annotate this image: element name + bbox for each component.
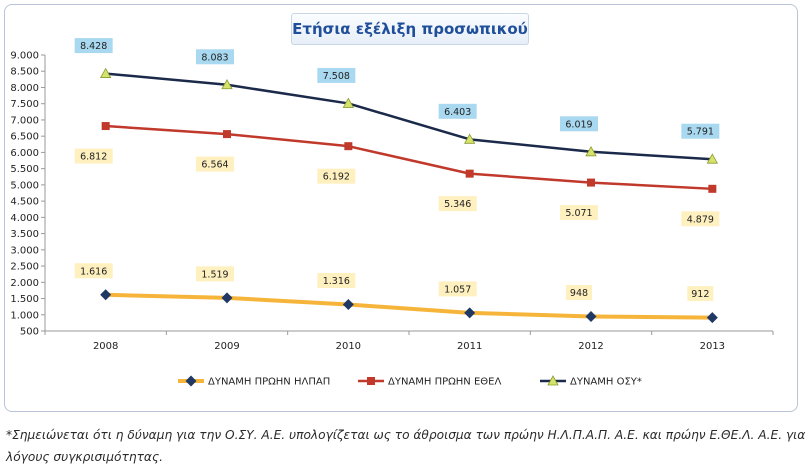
data-point-ilpap <box>100 289 112 301</box>
data-label-osy: 5.791 <box>687 127 714 138</box>
data-label-osy: 6.403 <box>444 107 471 118</box>
data-label-ethel: 6.812 <box>80 152 107 163</box>
y-tick-label: 3.000 <box>10 245 39 256</box>
data-label-ethel: 5.346 <box>444 199 471 210</box>
data-label-bg-ethel <box>196 156 234 172</box>
legend-marker-ethel <box>367 377 375 385</box>
data-point-ilpap <box>342 299 354 311</box>
data-label-bg-osy <box>317 67 356 83</box>
y-tick-label: 7.500 <box>10 99 39 110</box>
data-label-bg-osy <box>74 38 113 54</box>
data-point-ethel <box>344 142 353 151</box>
data-label-bg-osy <box>560 116 598 132</box>
x-tick-label: 2011 <box>457 341 482 352</box>
data-label-bg-osy <box>196 49 234 65</box>
line-chart: 500 1.000 1.500 2.000 2.500 3.000 3.500 4.000 4.… <box>10 38 774 388</box>
data-label-ilpap: 948 <box>570 288 588 299</box>
data-point-osy <box>342 97 355 108</box>
legend-label-osy: ΔΥΝΑΜΗ ΟΣΥ* <box>570 377 642 388</box>
data-label-osy: 6.019 <box>565 119 592 130</box>
footnote: *Σημειώνεται ότι η δύναμη για την Ο.ΣΥ. … <box>6 428 806 464</box>
y-tick-label: 9.000 <box>10 51 39 62</box>
data-point-ethel <box>223 130 231 139</box>
data-label-bg-ilpap <box>196 266 234 282</box>
data-label-ilpap: 1.057 <box>444 284 471 295</box>
y-tick-label: 1.000 <box>10 310 39 321</box>
data-label-bg-ethel <box>560 205 598 221</box>
data-label-bg-osy <box>438 103 477 119</box>
data-point-ethel <box>101 122 110 131</box>
y-tick-label: 7.000 <box>10 115 39 126</box>
x-tick-label: 2009 <box>214 341 239 352</box>
data-point-osy <box>706 153 719 164</box>
data-point-ilpap <box>221 292 233 304</box>
y-tick-label: 8.000 <box>10 83 39 94</box>
data-label-bg-ethel <box>317 168 356 184</box>
data-point-ethel <box>465 169 474 178</box>
y-tick-label: 5.000 <box>10 180 39 191</box>
legend-label-ilpap: ΔΥΝΑΜΗ ΠΡΩΗΝ ΗΛΠΑΠ <box>208 377 330 388</box>
data-label-osy: 8.083 <box>201 52 228 63</box>
y-tick-label: 5.500 <box>10 164 39 175</box>
series-line-osy <box>105 72 713 161</box>
y-tick-label: 2.500 <box>10 262 39 273</box>
x-tick-label: 2010 <box>336 341 361 352</box>
legend-marker-osy <box>547 375 559 386</box>
data-point-osy <box>585 145 597 157</box>
data-label-osy: 8.428 <box>80 41 107 52</box>
data-point-ilpap <box>585 310 597 322</box>
data-label-bg-osy <box>681 123 720 139</box>
y-tick-label: 4.000 <box>10 213 39 224</box>
chart-title: Ετήσια εξέλιξη προσωπικού <box>291 13 529 45</box>
data-label-bg-ilpap <box>438 281 477 297</box>
data-label-ilpap: 1.616 <box>80 266 107 277</box>
y-tick-label: 500 <box>20 327 39 338</box>
x-tick-label: 2013 <box>700 341 725 352</box>
data-label-ethel: 6.564 <box>201 160 228 171</box>
legend-marker-ilpap <box>185 375 197 387</box>
y-tick-label: 3.500 <box>10 229 39 240</box>
data-point-ilpap <box>706 312 718 324</box>
legend-label-ethel: ΔΥΝΑΜΗ ΠΡΩΗΝ ΕΘΕΛ <box>388 377 501 388</box>
y-tick-label: 1.500 <box>10 294 39 305</box>
series-line-ethel <box>105 124 713 191</box>
y-tick-label: 6.000 <box>10 148 39 159</box>
data-label-ethel: 6.192 <box>323 172 350 183</box>
y-tick-label: 2.000 <box>10 278 39 289</box>
data-label-bg-ethel <box>438 196 477 212</box>
data-point-ilpap <box>464 307 476 319</box>
data-point-ethel <box>587 178 595 187</box>
x-tick-label: 2012 <box>578 341 603 352</box>
x-tick-label: 2008 <box>93 341 118 352</box>
data-label-bg-ilpap <box>74 263 113 279</box>
data-point-osy <box>99 67 112 78</box>
y-tick-label: 4.500 <box>10 197 39 208</box>
data-label-bg-ilpap <box>566 284 592 300</box>
y-tick-label: 8.500 <box>10 67 39 78</box>
data-label-ilpap: 1.316 <box>323 276 350 287</box>
y-tick-label: 6.500 <box>10 132 39 143</box>
data-label-bg-ilpap <box>317 273 356 289</box>
data-label-ilpap: 912 <box>691 289 709 300</box>
data-label-ethel: 4.879 <box>687 214 714 225</box>
data-point-osy <box>463 133 476 144</box>
series-line-ilpap <box>105 292 713 320</box>
data-label-osy: 7.508 <box>323 71 350 82</box>
data-point-osy <box>221 78 233 90</box>
data-label-bg-ethel <box>681 211 720 227</box>
data-label-ilpap: 1.519 <box>201 269 228 280</box>
data-label-ethel: 5.071 <box>565 208 592 219</box>
data-label-bg-ilpap <box>687 286 714 302</box>
data-point-ethel <box>708 184 717 193</box>
data-label-bg-ethel <box>74 148 113 164</box>
chart-frame <box>4 4 798 412</box>
